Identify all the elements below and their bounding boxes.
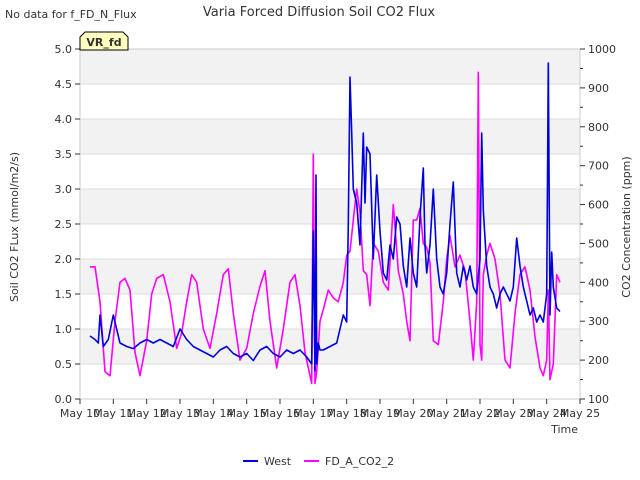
y-right-tick-label: 300 <box>588 315 609 328</box>
x-tick-label: May 17 <box>293 407 333 420</box>
y-left-tick-label: 4.5 <box>55 78 73 91</box>
y-right-tick-label: 600 <box>588 199 609 212</box>
x-tick-label: May 24 <box>527 407 567 420</box>
x-tick-label: May 11 <box>93 407 133 420</box>
y-left-tick-label: 0.5 <box>55 358 73 371</box>
x-tick-label: May 16 <box>260 407 300 420</box>
series-line-fd-a-co2-2 <box>90 71 561 385</box>
y-left-tick-label: 0.0 <box>55 393 73 406</box>
y-right-tick-label: 400 <box>588 276 609 289</box>
x-tick-label: May 14 <box>193 407 233 420</box>
x-tick-label: May 15 <box>227 407 267 420</box>
x-tick-label: May 18 <box>327 407 367 420</box>
x-tick-label: May 23 <box>493 407 533 420</box>
y-left-tick-label: 3.5 <box>55 148 73 161</box>
x-tick-label: May 13 <box>160 407 200 420</box>
x-tick-label: May 19 <box>360 407 400 420</box>
x-tick-label: May 10 <box>60 407 100 420</box>
y-left-tick-label: 4.0 <box>55 113 73 126</box>
y-axis-right-label: CO2 Concentration (ppm) <box>620 156 633 297</box>
background-band <box>80 189 580 224</box>
y-left-tick-label: 1.5 <box>55 288 73 301</box>
y-axis-left: 0.0 0.5 1.0 1.5 2.0 2.5 3.0 3.5 4.0 4.5 5.0 <box>55 43 80 406</box>
legend: West FD_A_CO2_2 <box>243 455 394 468</box>
y-axis-right: 100 200 300 400 500 600 700 800 900 1000 <box>580 43 616 406</box>
badge-shape <box>79 31 129 51</box>
badge-label: VR_fd <box>86 36 121 49</box>
y-left-tick-label: 2.5 <box>55 218 73 231</box>
legend-label-fd-a-co2-2: FD_A_CO2_2 <box>325 455 394 468</box>
background-band <box>80 119 580 154</box>
series-lines <box>89 62 561 385</box>
y-right-tick-label: 1000 <box>588 43 616 56</box>
x-tick-label: May 20 <box>393 407 433 420</box>
badge: VR_fd <box>79 31 129 51</box>
x-axis-label: Time <box>550 423 578 436</box>
x-tick-label: May 12 <box>127 407 167 420</box>
y-right-tick-label: 200 <box>588 354 609 367</box>
y-right-tick-label: 500 <box>588 237 609 250</box>
background-band <box>80 49 580 84</box>
y-left-tick-label: 3.0 <box>55 183 73 196</box>
y-axis-left-label: Soil CO2 FLux (mmol/m2/s) <box>8 152 21 302</box>
y-right-tick-label: 800 <box>588 121 609 134</box>
top-note: No data for f_FD_N_Flux <box>5 8 137 21</box>
y-left-tick-label: 1.0 <box>55 323 73 336</box>
y-left-tick-label: 5.0 <box>55 43 73 56</box>
y-right-tick-label: 700 <box>588 160 609 173</box>
chart-title: Varia Forced Diffusion Soil CO2 Flux <box>203 5 436 20</box>
y-right-tick-label: 100 <box>588 393 609 406</box>
x-tick-label: May 22 <box>460 407 500 420</box>
x-tick-label: May 21 <box>427 407 467 420</box>
background-bands <box>80 49 580 364</box>
series-line-west <box>89 62 561 372</box>
x-tick-label: May 25 <box>560 407 600 420</box>
y-left-tick-label: 2.0 <box>55 253 73 266</box>
legend-label-west: West <box>264 455 292 468</box>
y-right-tick-label: 900 <box>588 82 609 95</box>
